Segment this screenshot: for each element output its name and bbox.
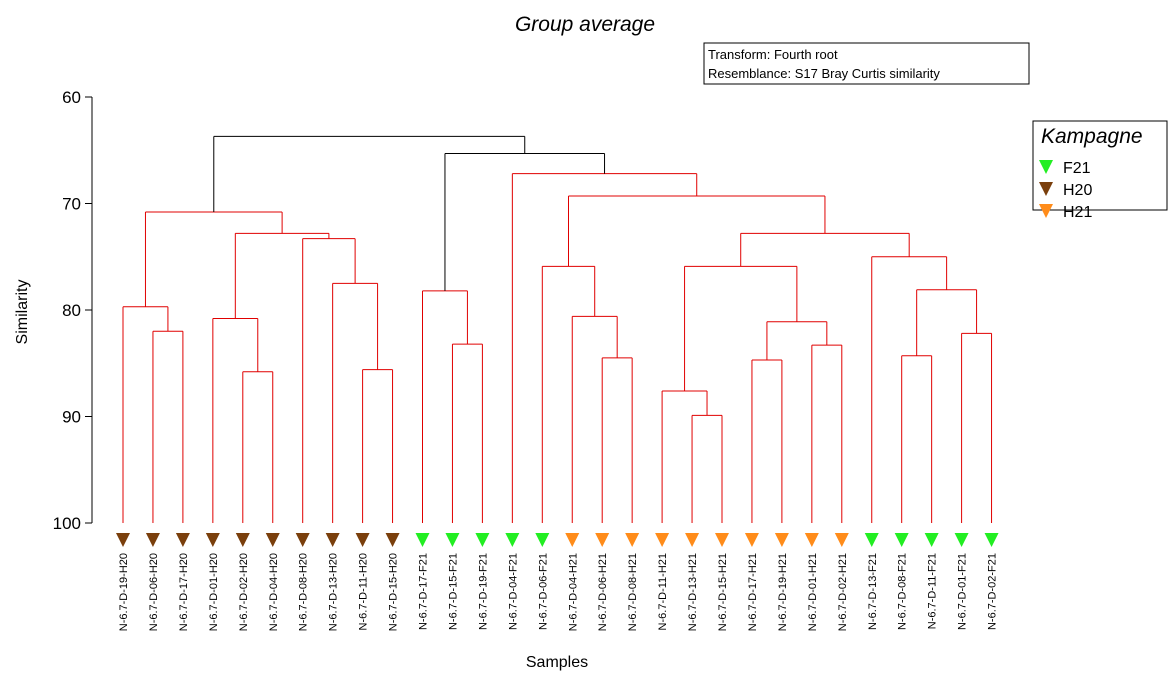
leaf-marker — [774, 533, 789, 547]
leaf-label: N-6.7-D-17-F21 — [418, 553, 430, 630]
leaf-label: N-6.7-D-01-F21 — [957, 553, 969, 630]
leaf-marker — [535, 533, 550, 547]
y-tick-label: 80 — [62, 301, 81, 320]
y-tick-label: 90 — [62, 408, 81, 427]
leaf-marker — [715, 533, 729, 547]
leaf-marker — [834, 533, 849, 547]
info-box-line-2: Resemblance: S17 Bray Curtis similarity — [708, 66, 940, 81]
leaf-label: N-6.7-D-15-H20 — [388, 553, 400, 631]
leaf-marker — [924, 533, 939, 547]
leaf-label: N-6.7-D-08-F21 — [897, 553, 909, 630]
leaf-marker — [894, 533, 909, 547]
leaf-marker — [445, 533, 460, 547]
info-box-line-1: Transform: Fourth root — [708, 47, 838, 62]
leaf-label: N-6.7-D-13-H20 — [328, 553, 340, 631]
legend-label: F21 — [1063, 160, 1091, 177]
legend-title: Kampagne — [1041, 125, 1143, 148]
legend: Kampagne F21 H20 H21 — [1032, 120, 1168, 221]
x-axis-label: Samples — [526, 654, 588, 671]
info-box: Transform: Fourth root Resemblance: S17 … — [703, 42, 1030, 85]
legend-marker — [1039, 204, 1053, 218]
leaf-label: N-6.7-D-01-H20 — [208, 553, 220, 631]
legend-label: H20 — [1063, 182, 1092, 199]
leaf-marker — [295, 533, 310, 547]
leaf-marker — [116, 533, 130, 547]
legend-marker — [1039, 182, 1053, 196]
leaf-marker — [565, 533, 580, 547]
leaf-marker — [954, 533, 969, 547]
leaf-marker — [235, 533, 250, 547]
legend-marker — [1039, 160, 1053, 174]
leaf-label: N-6.7-D-19-F21 — [477, 553, 489, 630]
legend-border — [1032, 120, 1168, 211]
leaf-label: N-6.7-D-04-H20 — [268, 553, 280, 631]
leaf-marker — [595, 533, 610, 547]
leaf-label: N-6.7-D-17-H20 — [178, 553, 190, 631]
leaf-marker — [265, 533, 280, 547]
leaf-label: N-6.7-D-08-H21 — [627, 553, 639, 631]
leaf-marker — [685, 533, 700, 547]
leaf-label: N-6.7-D-08-H20 — [298, 553, 310, 631]
leaf-label: N-6.7-D-11-F21 — [927, 553, 939, 629]
leaf-marker — [655, 533, 670, 547]
leaf-marker — [744, 533, 759, 547]
leaf-label: N-6.7-D-06-H20 — [148, 553, 160, 631]
leaf-marker — [145, 533, 160, 547]
y-axis-label: Similarity — [14, 280, 31, 345]
leaf-label: N-6.7-D-06-H21 — [597, 553, 609, 631]
leaf-marker — [205, 533, 220, 547]
leaf-label: N-6.7-D-19-H21 — [777, 553, 789, 631]
leaf-marker — [984, 533, 999, 547]
leaf-marker — [864, 533, 879, 547]
leaf-label: N-6.7-D-02-H21 — [837, 553, 849, 631]
leaf-marker — [355, 533, 370, 547]
leaf-marker — [505, 533, 520, 547]
y-tick-label: 100 — [53, 514, 81, 533]
leaf-label: N-6.7-D-13-H21 — [687, 553, 699, 631]
leaf-marker — [385, 533, 400, 547]
info-box-border — [703, 42, 1030, 85]
leaf-label: N-6.7-D-06-F21 — [537, 553, 549, 630]
leaf-label: N-6.7-D-17-H21 — [747, 553, 759, 631]
legend-label: H21 — [1063, 204, 1092, 221]
leaf-label: N-6.7-D-11-H20 — [358, 553, 370, 630]
leaf-marker — [325, 533, 340, 547]
leaf-label: N-6.7-D-15-H21 — [717, 553, 729, 631]
y-tick-label: 70 — [62, 195, 81, 214]
leaf-label: N-6.7-D-15-F21 — [447, 553, 459, 630]
leaf-label: N-6.7-D-04-H21 — [567, 553, 579, 631]
leaf-marker — [475, 533, 490, 547]
chart-title: Group average — [515, 13, 655, 36]
leaf-label: N-6.7-D-04-F21 — [507, 553, 519, 630]
leaf-label: N-6.7-D-01-H21 — [807, 553, 819, 631]
leaf-label: N-6.7-D-02-H20 — [238, 553, 250, 631]
leaf-label: N-6.7-D-02-F21 — [987, 553, 999, 630]
y-tick-label: 60 — [62, 88, 81, 107]
leaf-label: N-6.7-D-11-H21 — [657, 553, 669, 630]
leaf-marker — [804, 533, 819, 547]
leaf-label: N-6.7-D-19-H20 — [118, 553, 130, 631]
leaf-marker — [175, 533, 190, 547]
leaf-marker — [415, 533, 430, 547]
leaf-label: N-6.7-D-13-F21 — [867, 553, 879, 630]
leaf-marker — [625, 533, 640, 547]
